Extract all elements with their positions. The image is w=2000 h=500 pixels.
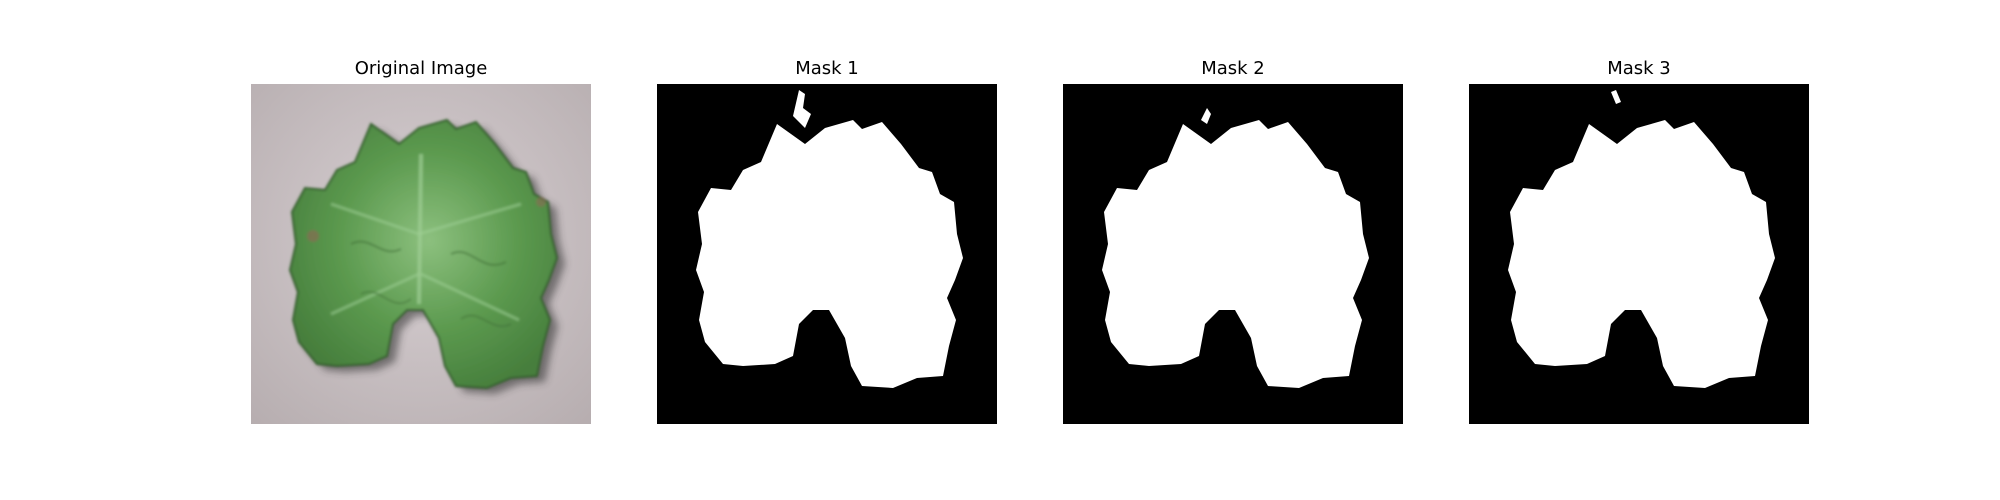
mask-3-image bbox=[1469, 84, 1809, 424]
panel-mask-3: Mask 3 bbox=[1469, 55, 1809, 424]
panel-title: Original Image bbox=[354, 58, 488, 79]
panel-mask-1: Mask 1 bbox=[657, 55, 997, 424]
original-image bbox=[251, 84, 591, 424]
panel-title: Mask 3 bbox=[1607, 58, 1671, 79]
panel-title: Mask 1 bbox=[795, 58, 859, 79]
panel-mask-2: Mask 2 bbox=[1063, 55, 1403, 424]
mask-2-image bbox=[1063, 84, 1403, 424]
panel-original-image: Original Image bbox=[251, 55, 591, 424]
panel-title: Mask 2 bbox=[1201, 58, 1265, 79]
mask-1-image bbox=[657, 84, 997, 424]
